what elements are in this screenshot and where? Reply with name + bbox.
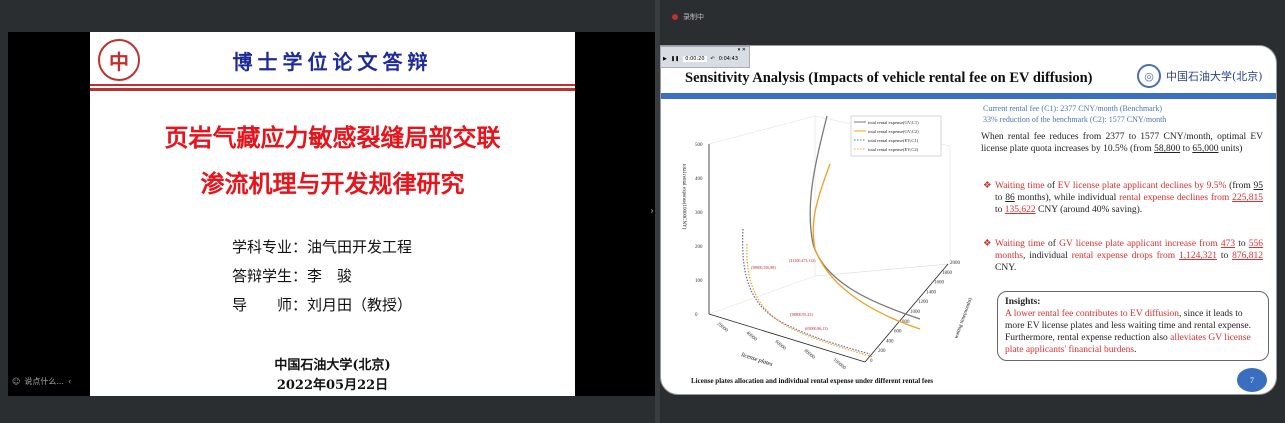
expand-panel-icon[interactable]: › [650,206,654,217]
y-axis-label: waiting time(months) [954,297,974,340]
university-name: 中国石油大学(北京) [274,358,391,373]
diamond-bullet-icon: ❖ [983,239,992,249]
bullet-ev: ❖ Waiting time of EV license plate applic… [983,181,1263,215]
legend-ev-c2: total rental expense(EV;C2) [868,147,919,152]
emoji-icon[interactable]: ☺ [12,376,21,386]
series-ev-c2 [746,243,874,358]
university-logo: ◎ 中国石油大学(北京) [1137,64,1263,88]
y-tick-label: 400 [886,339,894,344]
divider [90,84,575,86]
close-player-icon[interactable]: ▾ ✕ [737,47,746,53]
chart-caption: License plates allocation and individual… [691,377,934,385]
z-axis-label: total rental expense(10000CNY) [681,164,686,230]
x-tick-label: 20000 [716,322,729,334]
z-tick-label: 400 [695,177,703,182]
slide-defense-cover: 中 博士学位论文答辩 页岩气藏应力敏感裂缝局部交联 渗流机理与开发规律研究 学科… [90,32,575,396]
y-tick-label: 1400 [926,290,937,295]
chat-input[interactable]: ☺ 说点什么... ‹ [12,372,90,390]
title-bar [661,93,1276,99]
y-tick-label: 2000 [950,261,961,266]
x-tick-label: 40000 [745,331,758,343]
defense-date: 2022年05月22日 [276,378,389,393]
chart-legend: total rental expense(GV;C1) total rental… [850,115,942,157]
divider [90,88,575,91]
major: 学科专业：油气田开发工程 [232,238,413,256]
y-tick-label: 600 [894,330,902,335]
university-logo: 中 [98,39,140,81]
y-tick-label: 1200 [918,300,929,305]
series-gv-c1 [809,115,921,320]
x-tick-label: 80000 [803,349,816,361]
x-axis-label: license plates [740,352,773,368]
slide-title: Sensitivity Analysis (Impacts of vehicle… [685,70,1093,86]
annotation: (41200,473,112) [789,258,816,264]
y-tick-label: 200 [878,349,886,354]
logo-text: 中国石油大学(北京) [1166,70,1263,83]
y-tick-label: 1000 [910,310,921,315]
thesis-title-line1: 页岩气藏应力敏感裂缝局部交联 [164,124,501,152]
slide-sensitivity-analysis: Sensitivity Analysis (Impacts of vehicle… [660,45,1277,395]
y-tick-label: 1600 [934,281,945,286]
y-tick-label: 1800 [942,271,953,276]
elapsed-time: 0:00:20 [683,56,707,62]
series-ev-c1 [742,228,871,355]
pause-icon[interactable]: ❚❚ [670,56,680,62]
seal-icon: ◎ [1137,64,1161,88]
recording-label: 录制中 [683,13,704,21]
student: 答辩学生：李 骏 [232,267,353,285]
3d-line-chart: 0100200300400500200004000060000800001000… [681,115,974,372]
chart-axes [708,144,949,363]
advisor: 导 师：刘月田（教授） [232,296,413,314]
y-tick-label: 800 [902,320,910,325]
annotation: (58800,95,23) [790,312,813,318]
record-icon [672,14,678,20]
note-c2: 33% reduction of the benchmark (C2): 157… [983,115,1167,124]
note-c1: Current rental fee (C1): 2377 CNY/month … [983,104,1163,113]
diamond-bullet-icon: ❖ [983,181,992,191]
rewind-icon[interactable]: ↶ [710,56,715,62]
total-time: 0:04:43 [718,56,739,62]
thesis-title-line2: 渗流机理与开发规律研究 [200,170,465,198]
legend-ev-c1: total rental expense(EV;C1) [868,138,919,143]
series-gv-c2 [812,163,921,330]
recording-indicator: 录制中 [672,12,704,22]
x-tick-label: 100000 [832,358,847,372]
z-tick-label: 500 [695,143,703,148]
slide-header: 博士学位论文答辩 [232,50,433,74]
x-tick-label: 60000 [774,340,787,352]
recording-player[interactable]: ▾ ✕ ▶ ❚❚ 0:00:20 ↶ 0:04:43 [660,46,750,68]
annotation: (65000,86,13) [805,326,828,332]
summary-paragraph: When rental fee reduces from 2377 to 157… [981,132,1263,154]
z-tick-label: 200 [695,245,703,250]
panel-divider[interactable] [655,0,660,423]
bullet-gv: ❖ Waiting time of GV license plate applic… [983,239,1264,273]
chat-placeholder[interactable]: 说点什么... [24,376,64,386]
y-tick-label: 0 [870,359,873,364]
page-number: 7 [1237,368,1267,392]
z-tick-label: 100 [695,279,703,284]
legend-gv-c1: total rental expense(GV;C1) [868,120,919,125]
insights-box: Insights: A lower rental fee contributes … [997,291,1269,361]
play-icon[interactable]: ▶ [663,56,667,62]
legend-gv-c2: total rental expense(GV;C2) [868,129,919,134]
z-tick-label: 300 [695,211,703,216]
annotation: (58800,556,88) [751,265,776,271]
z-tick-label: 0 [695,313,698,318]
collapse-chat-icon[interactable]: ‹ [67,376,72,386]
